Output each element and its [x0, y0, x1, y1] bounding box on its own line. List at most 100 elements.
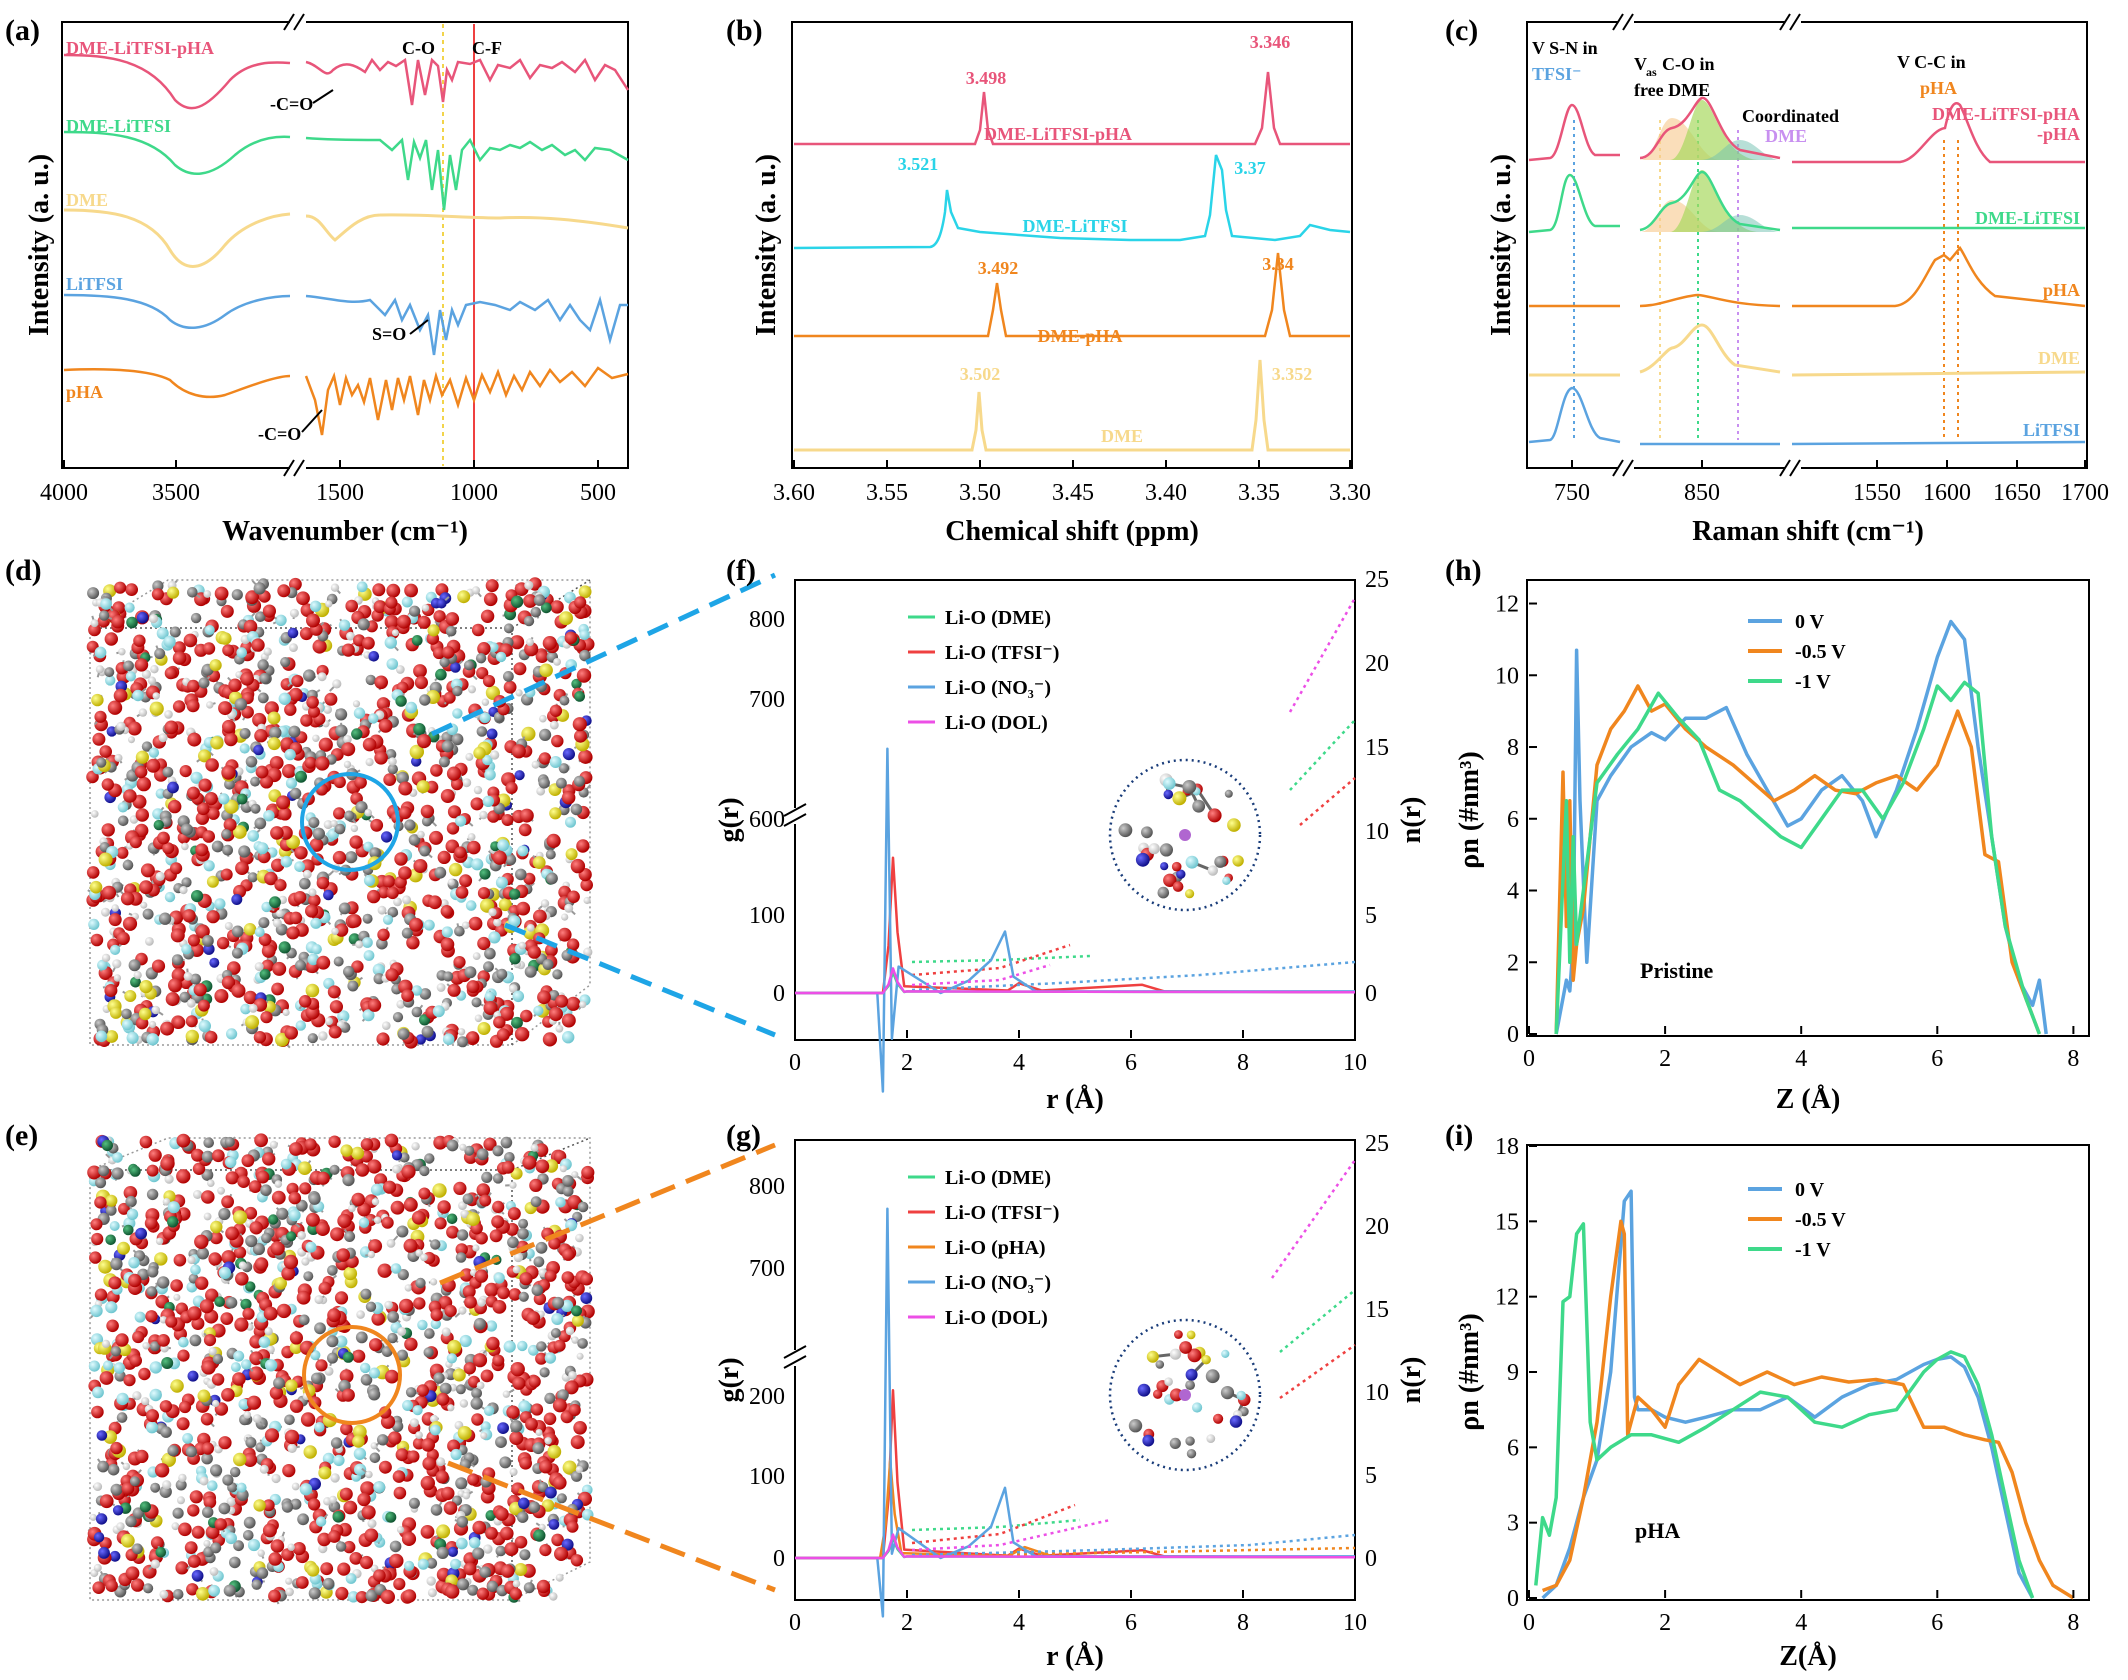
spectrum-b-dme	[794, 359, 1350, 452]
cn-curve-f-li-o-tfsi	[911, 777, 1356, 977]
tick-g-n10: 10	[1365, 1380, 1389, 1406]
y-tick-i-0: 0	[1507, 1586, 1519, 1612]
y-tick-i-18: 18	[1495, 1134, 1519, 1160]
label-b-dme-litfsi: DME-LiTFSI	[1022, 216, 1127, 236]
x-axis-label-b: Chemical shift (ppm)	[945, 516, 1199, 547]
peak-b-3492: 3.492	[978, 258, 1019, 278]
y-tick-h-0: 0	[1507, 1022, 1519, 1048]
tick-f-x0: 0	[789, 1050, 801, 1076]
legend-label-g-li-o-pha: Li-O (pHA)	[945, 1237, 1046, 1259]
tick-g-y0: 0	[773, 1546, 785, 1572]
tick-g-n0: 0	[1365, 1546, 1377, 1572]
annot-a-c=o-top: -C=O	[270, 94, 313, 114]
panel-f-rdf: (f) Li-O (DME) Li-O (TFSI⁻) Li-O (NO₃⁻) Li-…	[714, 554, 1427, 1115]
tick-b-330: 3.30	[1329, 480, 1371, 506]
tick-g-n5: 5	[1365, 1463, 1377, 1489]
spectrum-c-litfsi	[1528, 386, 2086, 446]
tick-g-y700: 700	[749, 1256, 785, 1282]
legend-label-g-li-o-no: Li-O (NO₃⁻)	[945, 1272, 1051, 1294]
tick-b-355: 3.55	[866, 480, 908, 506]
panel-g-frame	[794, 1139, 1356, 1601]
tick-a-1000: 1000	[450, 480, 498, 506]
tick-f-n5: 5	[1365, 903, 1377, 929]
tick-f-n20: 20	[1365, 651, 1389, 677]
x-axis-label-h: Z (Å)	[1776, 1084, 1841, 1115]
inset-molecule-f	[1108, 758, 1262, 912]
panel-label-c: (c)	[1445, 14, 1478, 47]
label-c-dme: DME	[2038, 348, 2080, 368]
y-axis-label-g: g(r)	[714, 1357, 745, 1402]
panel-a-frame	[61, 21, 629, 469]
panel-h-density: (h) 0 V -0.5 V -1 V 0 2 4 6 8 0 2 4 6 8 10 12 Pristin…	[1445, 554, 2090, 1115]
annot-h-pristine: Pristine	[1640, 958, 1714, 983]
annot-c-tfsi: TFSI⁻	[1532, 64, 1582, 84]
tick-g-x2: 2	[901, 1610, 913, 1636]
annot-c-coordinated: Coordinated	[1742, 106, 1839, 126]
density-curve-h-1-v	[1554, 680, 2042, 1035]
spectrum-a-litfsi	[63, 293, 628, 356]
tick-f-y700: 700	[749, 687, 785, 713]
x-axis-label-g: r (Å)	[1046, 1641, 1104, 1672]
legend-label-f-li-o-dol: Li-O (DOL)	[945, 712, 1048, 734]
panel-b-frame	[791, 21, 1353, 469]
tick-f-x4: 4	[1013, 1050, 1025, 1076]
zoom-line-d-bottom	[504, 922, 776, 1038]
y-tick-h-4: 4	[1507, 879, 1519, 905]
panel-c-frame	[1526, 21, 2088, 469]
y-axis-label-i: ρn (#nm³)	[1454, 1313, 1485, 1431]
x-tick-i-4: 4	[1795, 1610, 1807, 1636]
x-axis-label-f: r (Å)	[1046, 1084, 1104, 1115]
tick-g-n15: 15	[1365, 1297, 1389, 1323]
y-tick-i-6: 6	[1507, 1435, 1519, 1461]
tick-c-850: 850	[1684, 480, 1720, 506]
highlight-circle-d	[300, 772, 400, 872]
x-ticks-b: 3.60 3.55 3.50 3.45 3.40 3.35 3.30	[773, 460, 1371, 506]
tick-c-1700: 1700	[2061, 480, 2109, 506]
panel-label-b: (b)	[726, 14, 763, 47]
tick-b-335: 3.35	[1238, 480, 1280, 506]
density-curve-i-1-v	[1534, 1222, 2035, 1599]
panel-f-frame	[794, 579, 1356, 1041]
highlight-circle-e	[302, 1325, 402, 1425]
peak-b-3352: 3.352	[1272, 364, 1313, 384]
legend-label-i-0-v: 0 V	[1795, 1179, 1825, 1201]
y-tick-h-6: 6	[1507, 807, 1519, 833]
tick-g-x8: 8	[1237, 1610, 1249, 1636]
molecules-d	[86, 577, 595, 1049]
zoom-line-d-top	[430, 572, 777, 737]
x-tick-i-6: 6	[1931, 1610, 1943, 1636]
y-tick-i-3: 3	[1507, 1511, 1519, 1537]
tick-g-x0: 0	[789, 1610, 801, 1636]
y2-axis-label-f: n(r)	[1396, 797, 1427, 844]
annot-a-cf: C-F	[472, 38, 502, 58]
panel-label-a: (a)	[5, 14, 40, 47]
tick-c-1550: 1550	[1853, 480, 1901, 506]
spectrum-a-dme	[63, 208, 629, 268]
spectrum-a-pha	[63, 366, 629, 436]
tick-g-x10: 10	[1343, 1610, 1367, 1636]
panel-g-rdf: (g) Li-O (DME) Li-O (TFSI⁻) Li-O (pHA) Li-O…	[714, 1119, 1427, 1672]
peak-b-3346: 3.346	[1250, 32, 1291, 52]
annot-c-dme-coord: DME	[1765, 126, 1807, 146]
tick-c-1600: 1600	[1923, 480, 1971, 506]
rdf-curve-g-li-o-dol	[795, 1533, 1356, 1560]
zoom-line-e-top	[439, 1142, 776, 1286]
label-a-dme-litfsi-pha: DME-LiTFSI-pHA	[66, 38, 214, 58]
panel-label-e: (e)	[5, 1119, 38, 1152]
rdf-curve-f-li-o-no	[795, 747, 1355, 1093]
density-curve-i-0-5-v	[1541, 1219, 2075, 1600]
tick-f-y100: 100	[749, 903, 785, 929]
tick-f-y800: 800	[749, 607, 785, 633]
tick-f-x2: 2	[901, 1050, 913, 1076]
x-tick-i-8: 8	[2067, 1610, 2079, 1636]
label-a-litfsi: LiTFSI	[66, 274, 123, 294]
cn-curve-g-li-o-tfsi	[911, 1343, 1356, 1545]
tick-f-x10: 10	[1343, 1050, 1367, 1076]
tick-a-4000: 4000	[40, 480, 88, 506]
legend-label-h-1-v: -1 V	[1795, 671, 1831, 693]
tick-a-3500: 3500	[152, 480, 200, 506]
legend-label-g-li-o-dme: Li-O (DME)	[945, 1167, 1051, 1189]
x-ticks-f: 0 2 4 6 8 10 600 700 800 0 100 0 5 10 15…	[749, 567, 1389, 1076]
peak-b-337: 3.37	[1234, 158, 1266, 178]
x-ticks-c: 750 850 1550 1600 1650 1700	[1554, 460, 2109, 506]
